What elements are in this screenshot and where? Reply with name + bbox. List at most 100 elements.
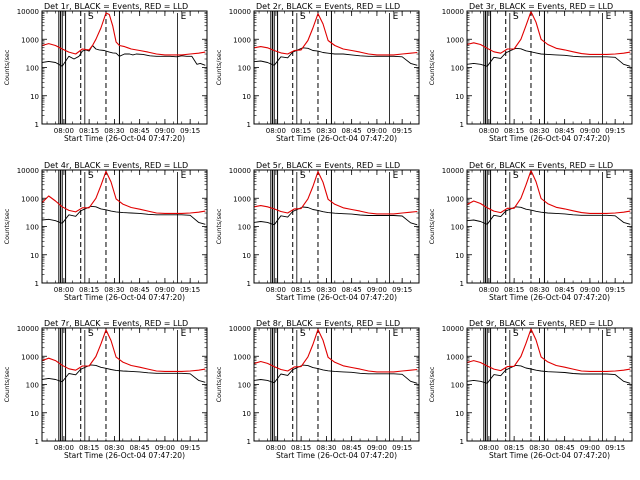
plot-panel-1: Det 1r, BLACK = Events, RED = LLD Counts/…	[3, 2, 208, 143]
y-tick-label: 1	[247, 121, 251, 129]
y-axis-label: Counts/sec	[428, 49, 436, 85]
y-tick-label: 10	[242, 93, 251, 101]
plot-frame	[253, 169, 420, 284]
annotation-e: E	[393, 171, 399, 181]
series-lld-line	[253, 171, 418, 215]
plot-frame	[253, 10, 420, 125]
series-lld-line	[253, 13, 418, 56]
y-tick-label: 1	[35, 280, 39, 288]
x-tick-label: 08:00	[479, 127, 499, 135]
x-tick-label: 09:15	[605, 127, 625, 135]
x-tick-label: 09:15	[180, 286, 200, 294]
annotation-s: S	[300, 12, 306, 22]
series-lld-line	[466, 170, 631, 214]
x-tick-label: 08:15	[291, 127, 311, 135]
plot-frame	[41, 10, 208, 125]
x-tick-label: 08:15	[79, 444, 99, 452]
x-tick-label: 08:15	[504, 127, 524, 135]
annotation-e: E	[181, 12, 187, 22]
series-events-line	[253, 206, 418, 226]
y-axis-label: Counts/sec	[215, 208, 223, 244]
y-tick-label: 10	[242, 410, 251, 418]
y-tick-label: 1000	[446, 36, 464, 44]
x-tick-label: 08:45	[555, 444, 575, 452]
panel-title: Det 5r, BLACK = Events, RED = LLD	[256, 161, 400, 170]
y-axis-label: Counts/sec	[3, 208, 11, 244]
y-tick-label: 1000	[233, 353, 251, 361]
x-tick-label: 09:15	[180, 127, 200, 135]
panel-title: Det 6r, BLACK = Events, RED = LLD	[469, 161, 613, 170]
plot-frame	[466, 10, 633, 125]
y-tick-label: 100	[26, 382, 39, 390]
x-axis-label: Start Time (26-Oct-04 07:47:20)	[276, 134, 397, 143]
y-tick-label: 1	[35, 438, 39, 446]
y-tick-label: 1000	[446, 353, 464, 361]
x-tick-label: 08:00	[266, 127, 286, 135]
x-tick-label: 08:45	[555, 127, 575, 135]
x-tick-label: 08:30	[316, 444, 336, 452]
x-tick-label: 09:00	[367, 444, 387, 452]
x-tick-label: 08:30	[529, 286, 549, 294]
series-lld-line	[41, 329, 206, 372]
series-lld-line	[466, 328, 631, 372]
x-tick-label: 08:15	[79, 286, 99, 294]
series-lld-line	[466, 11, 631, 55]
panel-title: Det 4r, BLACK = Events, RED = LLD	[44, 161, 188, 170]
x-axis-label: Start Time (26-Oct-04 07:47:20)	[489, 451, 610, 460]
plot-panel-2: Det 2r, BLACK = Events, RED = LLD Counts/…	[215, 2, 420, 143]
panel-title: Det 7r, BLACK = Events, RED = LLD	[44, 319, 188, 328]
x-tick-label: 08:00	[479, 286, 499, 294]
x-tick-label: 09:15	[392, 444, 412, 452]
y-tick-label: 100	[451, 382, 464, 390]
series-lld-line	[41, 170, 206, 214]
y-axis-label: Counts/sec	[3, 366, 11, 402]
y-tick-label: 10000	[17, 8, 39, 16]
series-events-line	[466, 47, 631, 67]
series-events-line	[466, 364, 631, 384]
series-lld-line	[41, 12, 206, 56]
panel-title: Det 2r, BLACK = Events, RED = LLD	[256, 2, 400, 11]
annotation-s: S	[300, 171, 306, 181]
y-tick-label: 1	[35, 121, 39, 129]
series-events-line	[41, 205, 206, 225]
x-tick-label: 08:30	[316, 286, 336, 294]
plot-panel-3: Det 3r, BLACK = Events, RED = LLD Counts/…	[428, 2, 633, 143]
x-tick-label: 08:00	[54, 286, 74, 294]
y-tick-label: 1000	[446, 195, 464, 203]
y-tick-label: 100	[451, 224, 464, 232]
annotation-s: S	[88, 12, 94, 22]
series-events-line	[253, 47, 418, 66]
panel-title: Det 8r, BLACK = Events, RED = LLD	[256, 319, 400, 328]
y-tick-label: 100	[238, 382, 251, 390]
x-tick-label: 09:15	[180, 444, 200, 452]
plot-frame	[41, 327, 208, 442]
y-tick-label: 100	[451, 65, 464, 73]
x-tick-label: 08:15	[291, 444, 311, 452]
series-lld-line	[253, 329, 418, 373]
panel-title: Det 3r, BLACK = Events, RED = LLD	[469, 2, 613, 11]
plot-panel-7: Det 7r, BLACK = Events, RED = LLD Counts/…	[3, 319, 208, 460]
x-tick-label: 08:30	[529, 444, 549, 452]
y-tick-label: 100	[238, 224, 251, 232]
x-tick-label: 08:45	[555, 286, 575, 294]
y-axis-label: Counts/sec	[215, 366, 223, 402]
annotation-e: E	[606, 171, 612, 181]
x-tick-label: 08:30	[529, 127, 549, 135]
x-tick-label: 09:15	[392, 286, 412, 294]
x-tick-label: 09:00	[580, 127, 600, 135]
plot-frame	[466, 169, 633, 284]
x-tick-label: 08:45	[130, 286, 150, 294]
annotation-s: S	[300, 329, 306, 339]
y-tick-label: 10000	[229, 167, 251, 175]
y-tick-label: 100	[238, 65, 251, 73]
y-tick-label: 10000	[17, 325, 39, 333]
annotation-e: E	[393, 12, 399, 22]
series-events-line	[41, 364, 206, 383]
annotation-e: E	[606, 12, 612, 22]
x-tick-label: 09:15	[605, 444, 625, 452]
y-axis-label: Counts/sec	[3, 49, 11, 85]
y-tick-label: 1	[460, 438, 464, 446]
x-tick-label: 08:00	[479, 444, 499, 452]
series-events-line	[253, 364, 418, 384]
